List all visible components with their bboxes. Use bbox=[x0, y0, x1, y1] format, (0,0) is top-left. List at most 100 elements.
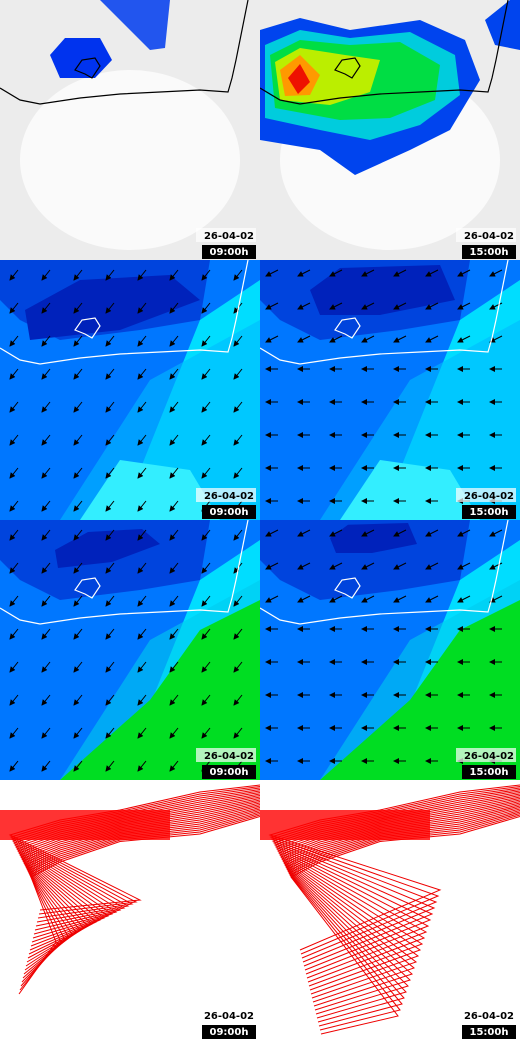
wind-arrow bbox=[41, 434, 51, 446]
wind-arrow bbox=[9, 335, 19, 347]
wind-arrow bbox=[169, 661, 179, 673]
wind-arrow bbox=[73, 401, 83, 413]
contour-line bbox=[283, 805, 520, 1007]
map-layer bbox=[260, 0, 520, 260]
date-box bbox=[456, 228, 516, 242]
wind-arrow bbox=[105, 302, 115, 314]
date-label: 26-04-02 bbox=[464, 751, 514, 762]
wind-arrow bbox=[489, 529, 503, 537]
wind-arrow bbox=[73, 368, 83, 380]
wind-arrow bbox=[137, 269, 147, 281]
contour-line bbox=[279, 801, 520, 995]
wind-arrow bbox=[105, 628, 115, 640]
wind-arrow bbox=[425, 529, 439, 537]
time-label: 15:00h bbox=[470, 507, 509, 518]
contour-line bbox=[280, 802, 520, 999]
wind-arrow bbox=[169, 302, 179, 314]
wind-arrow bbox=[41, 335, 51, 347]
precip-area bbox=[288, 64, 310, 94]
wind-arrow bbox=[105, 434, 115, 446]
date-label: 26-04-02 bbox=[204, 231, 254, 242]
wind-arrow bbox=[265, 335, 279, 343]
wind-arrow bbox=[9, 694, 19, 706]
wind-arrow bbox=[73, 628, 83, 640]
contour-line bbox=[290, 816, 520, 1035]
wind-arrow bbox=[9, 401, 19, 413]
wind-arrow bbox=[489, 335, 503, 343]
wind-arrow bbox=[361, 335, 375, 343]
wind-arrow bbox=[105, 368, 115, 380]
wind-arrow bbox=[201, 562, 211, 574]
wind-arrow bbox=[41, 467, 51, 479]
wind-arrow bbox=[265, 529, 279, 537]
date-label: 26-04-02 bbox=[204, 491, 254, 502]
wind-arrow bbox=[73, 500, 83, 512]
contour-line bbox=[19, 814, 260, 991]
wind-arrow bbox=[169, 269, 179, 281]
wind-arrow bbox=[73, 595, 83, 607]
field-area bbox=[320, 600, 520, 780]
contour-line bbox=[22, 810, 260, 979]
wind-arrow bbox=[233, 727, 243, 739]
island bbox=[74, 317, 101, 339]
coastline bbox=[0, 520, 249, 625]
wind-arrow bbox=[265, 562, 279, 570]
wind-arrow bbox=[265, 302, 279, 310]
wind-arrow bbox=[201, 727, 211, 739]
wind-arrow bbox=[233, 467, 243, 479]
wind-arrow bbox=[201, 628, 211, 640]
wind-arrow bbox=[41, 302, 51, 314]
wind-arrow bbox=[233, 434, 243, 446]
coastline bbox=[260, 520, 509, 625]
date-label: 26-04-02 bbox=[204, 751, 254, 762]
wind-arrow bbox=[201, 269, 211, 281]
wind-arrow bbox=[393, 335, 407, 343]
map-panel: 26-04-02 15:00h bbox=[260, 780, 520, 1040]
wind-arrow bbox=[297, 595, 311, 603]
precip-area bbox=[100, 0, 170, 50]
island bbox=[334, 57, 361, 79]
wind-arrow bbox=[393, 269, 407, 277]
island bbox=[74, 57, 101, 79]
wind-arrow bbox=[137, 661, 147, 673]
contour-line bbox=[287, 811, 520, 1023]
wind-arrow bbox=[297, 562, 311, 570]
wind-arrow bbox=[137, 595, 147, 607]
date-box bbox=[456, 488, 516, 502]
wind-arrow bbox=[137, 529, 147, 541]
wind-arrow bbox=[137, 368, 147, 380]
wind-arrow bbox=[297, 529, 311, 537]
wind-arrow bbox=[73, 661, 83, 673]
wind-arrow bbox=[73, 529, 83, 541]
wind-arrow bbox=[105, 661, 115, 673]
wind-arrow bbox=[9, 661, 19, 673]
island bbox=[74, 577, 101, 599]
wind-arrow bbox=[137, 694, 147, 706]
wind-arrow bbox=[489, 269, 503, 277]
date-label: 26-04-02 bbox=[464, 1011, 514, 1022]
map-panel: 26-04-02 09:00h bbox=[0, 0, 260, 260]
wind-arrow bbox=[137, 335, 147, 347]
map-layer bbox=[0, 780, 260, 1040]
wind-arrow bbox=[105, 529, 115, 541]
wind-arrow bbox=[73, 269, 83, 281]
field-area bbox=[260, 520, 470, 600]
wind-arrow bbox=[361, 529, 375, 537]
wind-arrow bbox=[105, 595, 115, 607]
wind-arrow bbox=[233, 628, 243, 640]
contour-line bbox=[284, 807, 520, 1011]
wind-arrow bbox=[169, 529, 179, 541]
contour-line bbox=[23, 805, 260, 967]
time-label: 09:00h bbox=[210, 247, 249, 258]
wind-arrow bbox=[41, 694, 51, 706]
wind-arrow bbox=[201, 661, 211, 673]
wind-arrow bbox=[297, 335, 311, 343]
wind-arrow bbox=[169, 401, 179, 413]
map-panel: 26-04-02 09:00h bbox=[0, 520, 260, 780]
island bbox=[334, 577, 361, 599]
wind-arrow bbox=[105, 401, 115, 413]
wind-arrow bbox=[457, 529, 471, 537]
wind-arrow bbox=[233, 661, 243, 673]
map-layer bbox=[260, 260, 520, 520]
wind-arrow bbox=[233, 269, 243, 281]
